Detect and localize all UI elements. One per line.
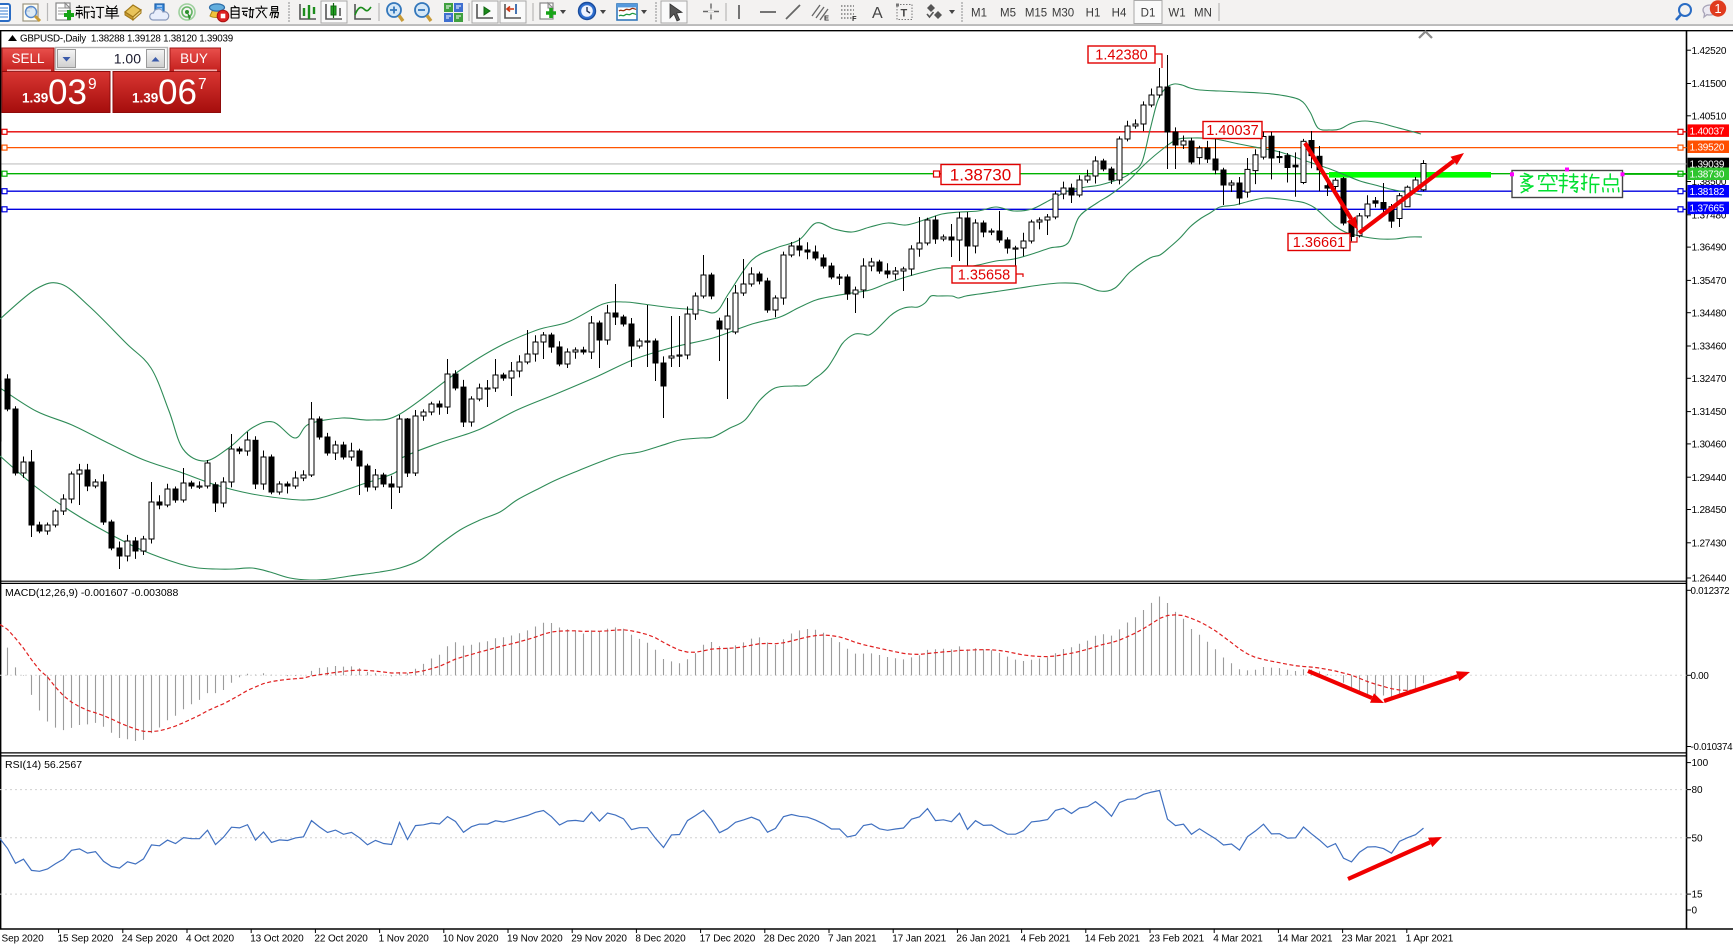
svg-text:1 Apr 2021: 1 Apr 2021 xyxy=(1406,933,1454,944)
svg-text:29 Nov 2020: 29 Nov 2020 xyxy=(571,933,627,944)
svg-text:22 Oct 2020: 22 Oct 2020 xyxy=(314,933,368,944)
svg-text:1.36490: 1.36490 xyxy=(1692,243,1727,254)
svg-text:1.42380: 1.42380 xyxy=(1095,48,1147,64)
svg-text:17 Dec 2020: 17 Dec 2020 xyxy=(700,933,756,944)
svg-text:1 Nov 2020: 1 Nov 2020 xyxy=(379,933,430,944)
svg-text:D1: D1 xyxy=(1141,8,1156,20)
svg-text:1.40037: 1.40037 xyxy=(1206,123,1258,139)
svg-text:1.39: 1.39 xyxy=(22,91,48,106)
svg-text:0: 0 xyxy=(1692,906,1698,917)
svg-text:SELL: SELL xyxy=(11,51,45,66)
svg-text:19 Nov 2020: 19 Nov 2020 xyxy=(507,933,563,944)
svg-text:1.39: 1.39 xyxy=(132,91,158,106)
svg-text:1.36661: 1.36661 xyxy=(1293,235,1345,251)
svg-text:1.34480: 1.34480 xyxy=(1692,308,1727,319)
svg-text:13 Oct 2020: 13 Oct 2020 xyxy=(250,933,304,944)
svg-text:26 Jan 2021: 26 Jan 2021 xyxy=(956,933,1010,944)
svg-text:1.38730: 1.38730 xyxy=(1690,170,1725,181)
svg-text:M5: M5 xyxy=(1000,8,1016,20)
svg-text:1.38730: 1.38730 xyxy=(950,166,1011,185)
svg-text:5 Sep 2020: 5 Sep 2020 xyxy=(0,933,44,944)
svg-text:MACD(12,26,9) -0.001607 -0.003: MACD(12,26,9) -0.001607 -0.003088 xyxy=(5,587,179,599)
svg-text:1.41500: 1.41500 xyxy=(1692,79,1727,90)
svg-text:T: T xyxy=(901,8,908,20)
svg-text:14 Mar 2021: 14 Mar 2021 xyxy=(1277,933,1333,944)
svg-text:1: 1 xyxy=(1714,1,1721,16)
svg-text:1.32470: 1.32470 xyxy=(1692,374,1727,385)
svg-text:10 Nov 2020: 10 Nov 2020 xyxy=(443,933,499,944)
svg-text:15: 15 xyxy=(1692,890,1704,901)
svg-text:A: A xyxy=(872,5,883,22)
svg-text:06: 06 xyxy=(158,73,197,112)
svg-text:E: E xyxy=(824,14,829,23)
svg-text:7: 7 xyxy=(198,76,207,93)
svg-text:BUY: BUY xyxy=(180,51,208,66)
svg-text:M1: M1 xyxy=(971,8,987,20)
svg-text:100: 100 xyxy=(1692,758,1709,769)
svg-text:1.35658: 1.35658 xyxy=(958,268,1010,284)
svg-text:1.27430: 1.27430 xyxy=(1692,538,1727,549)
svg-text:GBPUSD-,Daily 1.38288 1.39128: GBPUSD-,Daily 1.38288 1.39128 1.38120 1.… xyxy=(20,34,233,45)
svg-text:4 Mar 2021: 4 Mar 2021 xyxy=(1213,933,1263,944)
svg-text:1.33460: 1.33460 xyxy=(1692,342,1727,353)
svg-text:1.38182: 1.38182 xyxy=(1690,187,1725,198)
svg-text:15 Sep 2020: 15 Sep 2020 xyxy=(58,933,114,944)
svg-text:1.35470: 1.35470 xyxy=(1692,276,1727,287)
svg-text:23 Feb 2021: 23 Feb 2021 xyxy=(1149,933,1205,944)
svg-text:F: F xyxy=(852,14,857,23)
svg-text:8 Dec 2020: 8 Dec 2020 xyxy=(635,933,686,944)
svg-text:M15: M15 xyxy=(1025,8,1047,20)
svg-text:1.39520: 1.39520 xyxy=(1690,143,1725,154)
svg-text:1.29440: 1.29440 xyxy=(1692,473,1727,484)
svg-text:14 Feb 2021: 14 Feb 2021 xyxy=(1085,933,1141,944)
svg-text:0.012372: 0.012372 xyxy=(1691,586,1730,597)
svg-text:4 Feb 2021: 4 Feb 2021 xyxy=(1021,933,1071,944)
svg-text:1.30460: 1.30460 xyxy=(1692,440,1727,451)
svg-text:50: 50 xyxy=(1692,833,1704,844)
svg-text:W1: W1 xyxy=(1168,8,1185,20)
svg-text:28 Dec 2020: 28 Dec 2020 xyxy=(764,933,820,944)
svg-text:1.37665: 1.37665 xyxy=(1690,204,1725,215)
svg-text:H4: H4 xyxy=(1112,8,1127,20)
svg-text:1.26440: 1.26440 xyxy=(1692,574,1727,585)
svg-text:-0.010374: -0.010374 xyxy=(1691,742,1733,753)
svg-text:9: 9 xyxy=(88,76,97,93)
svg-text:7 Jan 2021: 7 Jan 2021 xyxy=(828,933,877,944)
svg-text:17 Jan 2021: 17 Jan 2021 xyxy=(892,933,946,944)
svg-text:1.40510: 1.40510 xyxy=(1692,111,1727,122)
svg-text:M30: M30 xyxy=(1052,8,1074,20)
svg-text:RSI(14) 56.2567: RSI(14) 56.2567 xyxy=(5,759,82,771)
svg-text:23 Mar 2021: 23 Mar 2021 xyxy=(1342,933,1398,944)
svg-text:1.40037: 1.40037 xyxy=(1690,126,1725,137)
svg-text:1.28450: 1.28450 xyxy=(1692,505,1727,516)
svg-text:0.00: 0.00 xyxy=(1691,671,1710,682)
svg-text:1.42520: 1.42520 xyxy=(1692,46,1727,57)
svg-text:80: 80 xyxy=(1692,785,1704,796)
svg-text:4 Oct 2020: 4 Oct 2020 xyxy=(186,933,234,944)
svg-text:1.31450: 1.31450 xyxy=(1692,407,1727,418)
svg-text:03: 03 xyxy=(48,73,87,112)
svg-text:1.00: 1.00 xyxy=(114,51,141,67)
svg-text:24 Sep 2020: 24 Sep 2020 xyxy=(122,933,178,944)
svg-text:MN: MN xyxy=(1194,8,1212,20)
svg-text:H1: H1 xyxy=(1086,8,1101,20)
